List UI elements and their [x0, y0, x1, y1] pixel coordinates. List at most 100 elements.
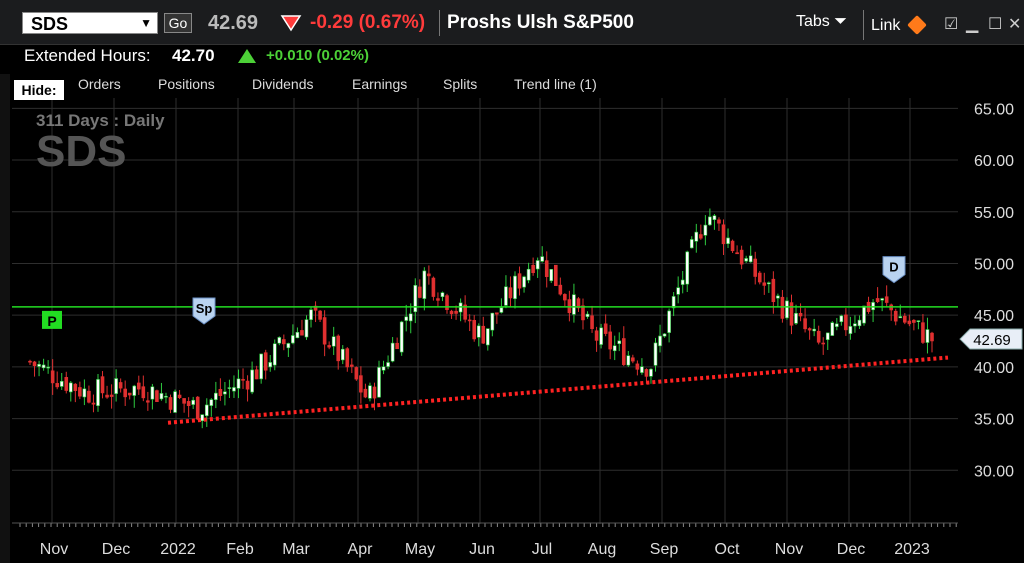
edit-icon[interactable]: ☑: [944, 16, 959, 33]
candle-body: [798, 312, 803, 317]
candle-body: [82, 388, 87, 398]
candle-body: [689, 239, 694, 249]
up-arrow-icon: [238, 49, 256, 63]
minimize-icon[interactable]: ▁: [966, 16, 979, 33]
candle-body: [195, 396, 200, 420]
candle-body: [662, 333, 667, 337]
divider: [863, 10, 864, 40]
candle-body: [445, 295, 449, 310]
candle-body: [105, 394, 109, 398]
candle-body: [232, 387, 236, 392]
candle-body: [762, 282, 767, 286]
candle-body: [28, 360, 32, 363]
chevron-down-icon: ⏷: [834, 13, 848, 30]
symbol-input[interactable]: SDS ▼: [22, 12, 158, 34]
link-label[interactable]: Link: [871, 17, 901, 34]
x-tick-label: 2022: [160, 541, 196, 558]
candle-body: [327, 345, 331, 348]
candle-body: [440, 292, 445, 298]
tab-dividends[interactable]: Dividends: [252, 76, 314, 92]
candle-body: [694, 231, 699, 242]
candle-body: [667, 310, 671, 333]
candle-body: [463, 304, 467, 320]
candle-body: [857, 319, 862, 327]
candle-body: [272, 343, 277, 366]
candle-body: [921, 322, 925, 343]
candle-body: [485, 328, 490, 346]
candle-body: [803, 318, 807, 330]
maximize-icon[interactable]: ☐: [988, 16, 1003, 33]
candle-body: [32, 361, 37, 367]
candle-body: [96, 379, 100, 406]
candle-body: [676, 287, 680, 295]
candle-body: [699, 234, 703, 239]
candle-body: [608, 331, 612, 350]
candle-body: [871, 302, 875, 311]
candle-body: [68, 382, 73, 393]
candle-body: [612, 345, 617, 352]
last-price: 42.69: [208, 12, 259, 34]
candle-body: [286, 343, 291, 349]
candle-body: [735, 252, 739, 255]
x-tick-label: Nov: [775, 541, 803, 558]
candle-body: [37, 363, 41, 367]
candle-body: [250, 369, 254, 393]
candle-body: [535, 260, 540, 270]
candle-body: [331, 336, 336, 347]
down-arrow-icon: [280, 15, 302, 32]
hide-button[interactable]: Hide:: [14, 80, 64, 100]
security-name: Proshs Ulsh S&P500: [447, 12, 634, 33]
y-tick-label: 45.00: [974, 308, 1014, 325]
candle-body: [481, 325, 486, 344]
candle-body: [499, 307, 504, 313]
candle-body: [413, 285, 418, 313]
candle-body: [513, 275, 517, 299]
chevron-down-icon[interactable]: ▼: [140, 16, 152, 30]
symbol-watermark: SDS: [36, 127, 126, 176]
candle-body: [898, 316, 903, 319]
candle-body: [504, 286, 508, 306]
x-tick-label: Sep: [650, 541, 679, 558]
tab-earnings[interactable]: Earnings: [352, 76, 408, 92]
candle-body: [127, 392, 132, 396]
candle-body: [204, 404, 209, 416]
candle-body: [844, 314, 848, 331]
candle-body: [177, 394, 182, 399]
candle-body: [631, 357, 635, 362]
candle-body: [173, 391, 177, 413]
tab-trend-line[interactable]: Trend line (1): [514, 76, 597, 92]
candle-body: [223, 391, 227, 395]
candle-body: [309, 309, 313, 320]
candle-body: [164, 395, 168, 398]
tabs-menu[interactable]: Tabs ⏷: [796, 13, 847, 31]
tab-orders[interactable]: Orders: [78, 76, 121, 92]
x-tick-label: May: [405, 541, 435, 558]
candle-body: [785, 300, 789, 319]
candle-body: [739, 249, 744, 265]
candle-body: [41, 364, 46, 369]
candle-body: [390, 342, 395, 362]
candle-body: [526, 268, 531, 281]
candle-body: [680, 279, 685, 285]
candle-body: [422, 270, 427, 299]
trend-line: [167, 355, 949, 425]
candle-body: [322, 317, 327, 345]
candle-body: [263, 352, 268, 371]
candle-body: [544, 260, 549, 277]
candle-body: [671, 296, 676, 309]
y-tick-label: 55.00: [974, 205, 1014, 222]
candle-body: [282, 339, 286, 345]
tab-splits[interactable]: Splits: [443, 76, 478, 92]
candle-body: [853, 323, 857, 327]
candle-body: [114, 378, 118, 394]
candle-body: [903, 315, 907, 323]
candle-body: [812, 328, 816, 332]
candle-body: [572, 294, 576, 315]
event-marker-label: D: [889, 260, 898, 275]
horizontal-line-label: P: [47, 313, 56, 329]
tab-positions[interactable]: Positions: [158, 76, 215, 92]
go-button[interactable]: Go: [164, 13, 192, 33]
close-icon[interactable]: ✕: [1008, 16, 1022, 33]
candle-body: [576, 298, 581, 309]
